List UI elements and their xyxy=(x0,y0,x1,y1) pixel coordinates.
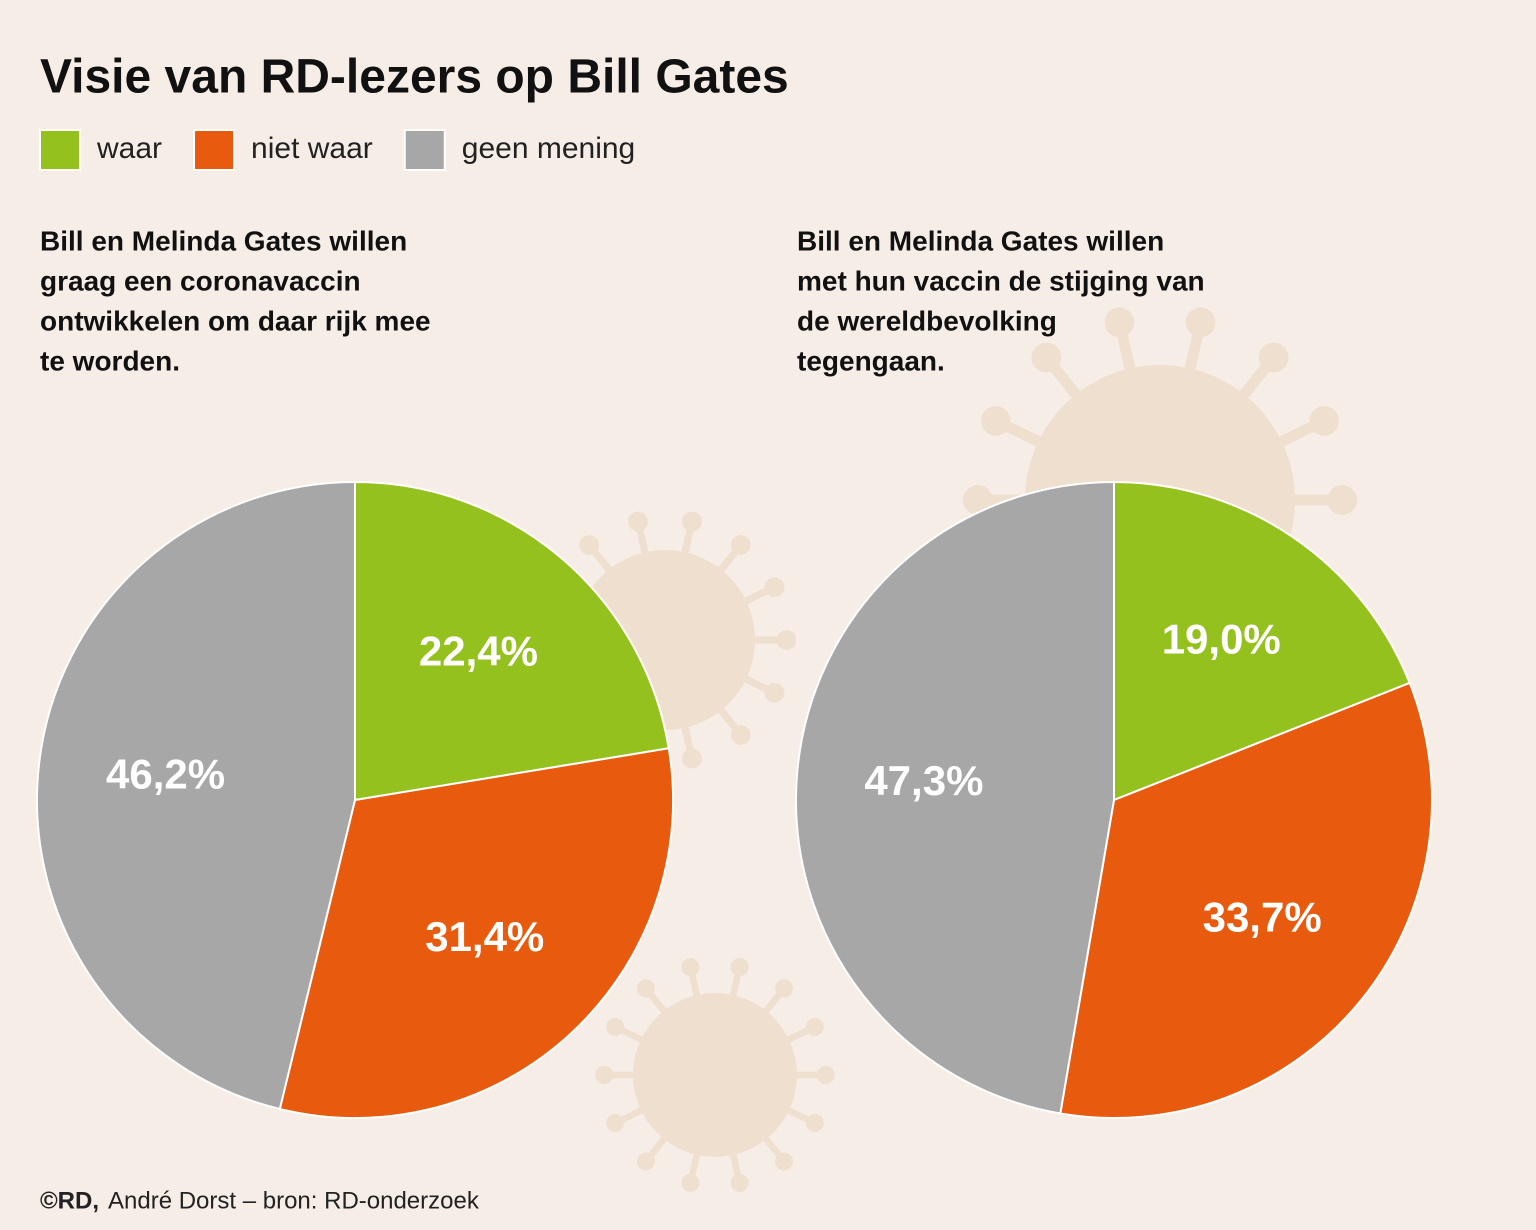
virus-knob xyxy=(1258,342,1289,373)
virus-knob xyxy=(682,748,702,769)
title: Visie van RD-lezers op Bill Gates xyxy=(40,51,789,104)
virus-knob xyxy=(636,1152,655,1171)
virus-knob xyxy=(606,1017,625,1036)
chart-subtitle: de wereldbevolking xyxy=(797,305,1057,336)
virus-knob xyxy=(682,511,702,532)
legend-label: waar xyxy=(96,132,162,165)
chart-subtitle: te worden. xyxy=(40,345,180,376)
virus-knob xyxy=(764,577,785,598)
virus-knob xyxy=(764,682,785,703)
data-label: 46,2% xyxy=(106,750,225,797)
virus-knob xyxy=(628,511,648,532)
pie-slice xyxy=(354,480,670,802)
pie-slice xyxy=(795,480,1115,1115)
legend-swatch xyxy=(403,129,446,171)
legend-label: geen mening xyxy=(462,132,635,165)
pie-slice xyxy=(278,747,674,1119)
virus-knob xyxy=(980,406,1011,436)
virus-knob xyxy=(1185,307,1216,338)
virus-knob xyxy=(805,1114,824,1133)
virus-knob xyxy=(962,485,993,515)
virus-knob xyxy=(730,958,749,977)
virus-knob xyxy=(816,1065,835,1085)
data-label: 47,3% xyxy=(864,757,983,804)
chart-subtitle: Bill en Melinda Gates willen xyxy=(797,225,1164,256)
virus-knob xyxy=(595,1065,614,1085)
virus-knob xyxy=(1327,485,1358,515)
virus-knob xyxy=(636,979,655,998)
legend-swatch xyxy=(39,129,81,171)
virus-knob xyxy=(805,1017,824,1036)
virus-knob xyxy=(1309,406,1340,436)
virus-knob xyxy=(681,958,700,977)
virus-knob xyxy=(730,1173,749,1192)
virus-knob xyxy=(776,630,797,650)
data-label: 31,4% xyxy=(425,913,544,960)
virus-knob xyxy=(606,1114,625,1133)
source-credit: ©RD, xyxy=(40,1187,99,1214)
data-label: 19,0% xyxy=(1162,615,1281,662)
pie-slice xyxy=(1113,480,1411,802)
chart-subtitle: ontwikkelen om daar rijk mee xyxy=(40,305,431,336)
virus-knob xyxy=(775,979,794,998)
virus-knob xyxy=(730,725,751,745)
virus-knob xyxy=(681,1173,700,1192)
chart-subtitle: Bill en Melinda Gates willen xyxy=(40,225,407,256)
data-label: 33,7% xyxy=(1203,893,1322,940)
virus-knob xyxy=(1031,342,1062,373)
virus-body xyxy=(633,993,797,1157)
virus-knob xyxy=(579,535,600,555)
data-label: 22,4% xyxy=(419,628,538,675)
virus-knob xyxy=(775,1152,794,1171)
chart-subtitle: tegengaan. xyxy=(797,345,945,376)
pie-slice xyxy=(35,480,356,1111)
source-text: André Dorst – bron: RD-onderzoek xyxy=(108,1187,480,1214)
legend-label: niet waar xyxy=(251,132,373,165)
pie-slice xyxy=(1059,681,1433,1119)
chart-subtitle: met hun vaccin de stijging van xyxy=(797,265,1205,296)
chart-subtitle: graag een coronavaccin xyxy=(40,265,361,296)
virus-knob xyxy=(1104,307,1135,338)
legend-swatch xyxy=(193,129,236,171)
virus-knob xyxy=(730,535,751,555)
